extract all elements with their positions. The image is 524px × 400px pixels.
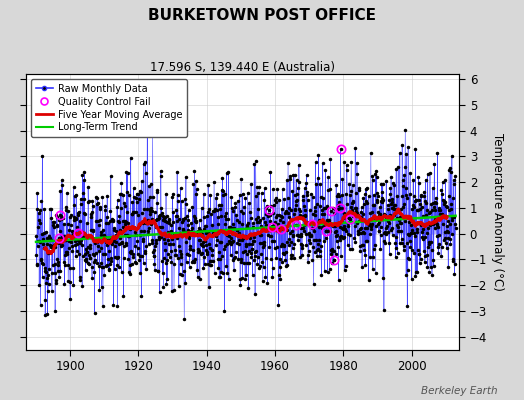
Title: 17.596 S, 139.440 E (Australia): 17.596 S, 139.440 E (Australia) [150, 61, 335, 74]
Text: BURKETOWN POST OFFICE: BURKETOWN POST OFFICE [148, 8, 376, 23]
Legend: Raw Monthly Data, Quality Control Fail, Five Year Moving Average, Long-Term Tren: Raw Monthly Data, Quality Control Fail, … [31, 79, 187, 137]
Y-axis label: Temperature Anomaly (°C): Temperature Anomaly (°C) [491, 133, 504, 291]
Text: Berkeley Earth: Berkeley Earth [421, 386, 498, 396]
